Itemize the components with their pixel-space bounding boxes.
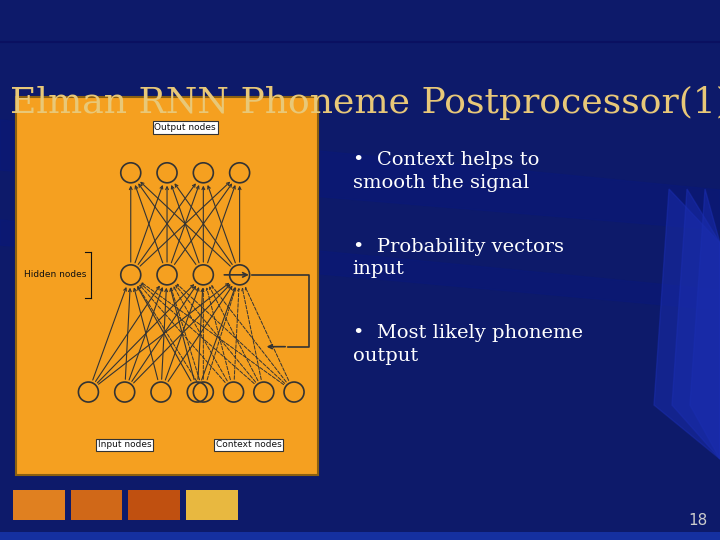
Bar	[128, 490, 180, 520]
Text: Hidden nodes: Hidden nodes	[24, 271, 86, 279]
Bar	[186, 490, 238, 520]
Text: 18: 18	[689, 513, 708, 528]
Text: Context nodes: Context nodes	[216, 441, 282, 449]
Polygon shape	[690, 189, 720, 459]
Text: •  Context helps to
smooth the signal: • Context helps to smooth the signal	[353, 151, 539, 192]
Polygon shape	[654, 189, 720, 459]
Bar	[71, 490, 122, 520]
Polygon shape	[672, 189, 720, 459]
Bar	[16, 97, 318, 475]
Polygon shape	[0, 120, 720, 230]
Polygon shape	[0, 220, 720, 310]
Text: Input nodes: Input nodes	[98, 441, 151, 449]
Bar	[0, 532, 720, 540]
Text: Elman RNN Phoneme Postprocessor(1): Elman RNN Phoneme Postprocessor(1)	[10, 86, 720, 120]
Text: •  Probability vectors
input: • Probability vectors input	[353, 238, 564, 279]
Bar	[13, 490, 65, 520]
Text: Output nodes: Output nodes	[154, 123, 216, 132]
Text: •  Most likely phoneme
output: • Most likely phoneme output	[353, 324, 582, 365]
